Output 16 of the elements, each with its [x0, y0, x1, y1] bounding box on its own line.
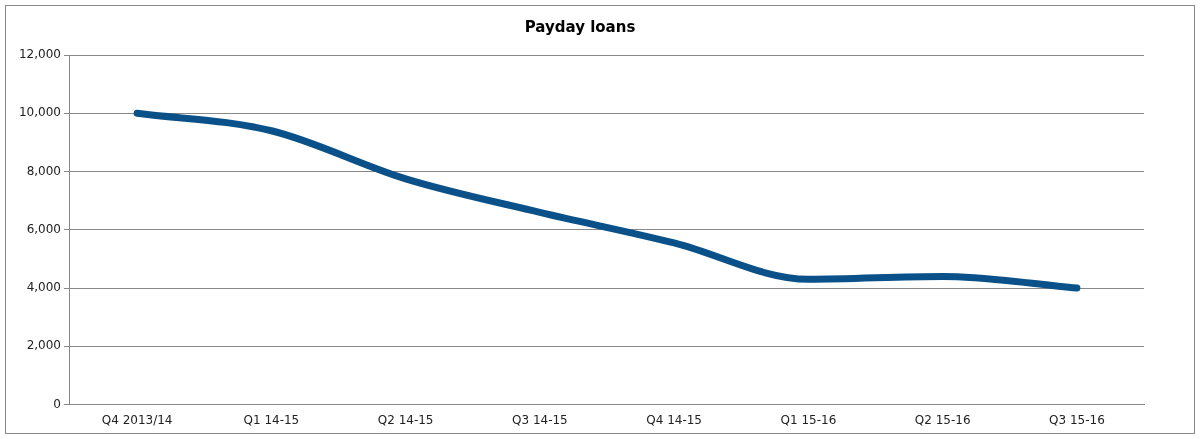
y-tick-label: 10,000	[18, 105, 61, 120]
x-tick-label: Q2 14-15	[377, 412, 434, 427]
y-tick-label: 4,000	[26, 280, 61, 295]
y-tick-label: 8,000	[26, 163, 61, 178]
y-tick-label: 6,000	[26, 221, 61, 236]
x-tick-label: Q2 15-16	[914, 412, 971, 427]
x-tick-label: Q4 2013/14	[101, 412, 173, 427]
x-tick-label: Q4 14-15	[646, 412, 702, 427]
x-tick-label: Q3 15-16	[1048, 412, 1105, 427]
x-tick-label: Q1 14-15	[243, 412, 300, 427]
chart-title: Payday loans	[524, 17, 636, 36]
y-tick-label: 0	[53, 396, 61, 411]
x-tick-label: Q1 15-16	[780, 412, 837, 427]
y-tick-label: 2,000	[26, 338, 61, 353]
y-tick-label: 12,000	[18, 47, 61, 62]
x-tick-label: Q3 14-15	[511, 412, 568, 427]
